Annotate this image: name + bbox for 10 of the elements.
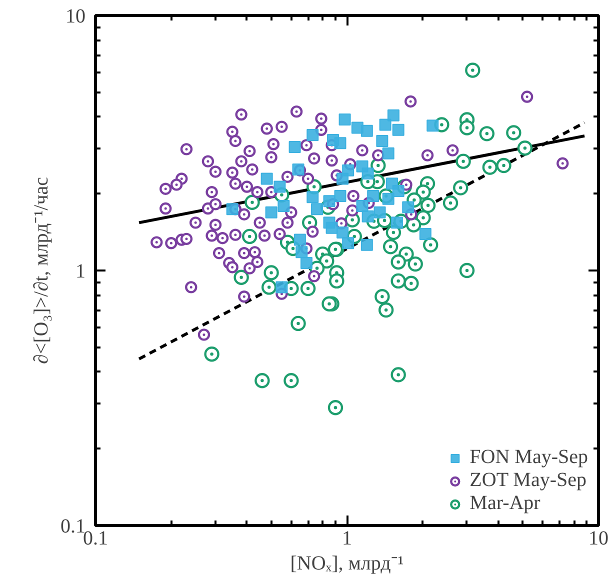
y-tick-label: 1 — [76, 260, 86, 282]
x-tick-label: 0.1 — [83, 528, 108, 550]
y-tick-label: 10 — [66, 6, 86, 28]
x-tick-label: 10 — [588, 528, 608, 550]
legend-label: Mar-Apr — [470, 492, 540, 515]
x-tick-label: 1 — [342, 528, 352, 550]
x-axis-title: [NOₓ], млрд⁻¹ — [290, 552, 404, 574]
legend-label: ZOT May-Sep — [470, 469, 586, 492]
y-axis-title: ∂<[O₃]>/∂t, млрд⁻¹/час — [30, 176, 52, 364]
legend-label: FON May-Sep — [470, 446, 588, 469]
